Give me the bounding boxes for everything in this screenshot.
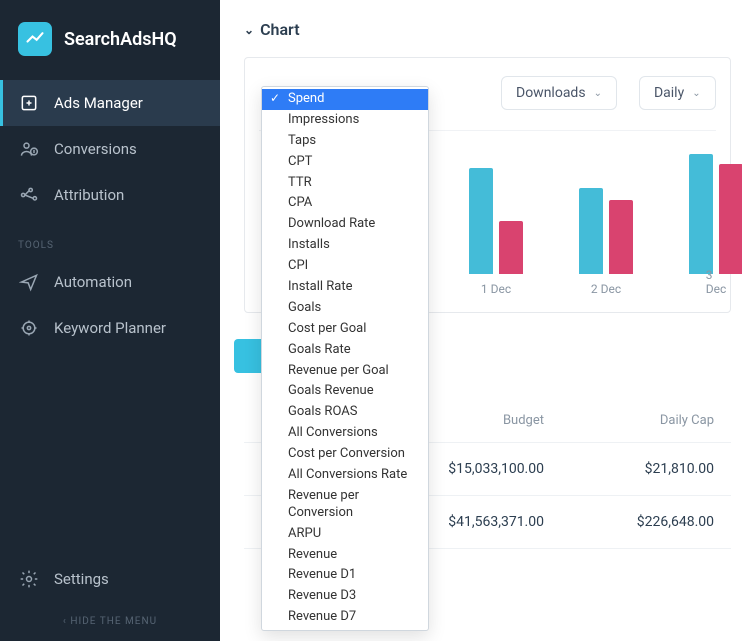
sidebar-item-keyword-planner[interactable]: Keyword Planner [0, 305, 220, 351]
dropdown-option[interactable]: CPT [262, 152, 428, 173]
dropdown-option[interactable]: Download Rate [262, 214, 428, 235]
dropdown-option[interactable]: All Conversions Rate [262, 465, 428, 486]
dropdown-option[interactable]: Revenue per Conversion [262, 486, 428, 524]
chart-bar [469, 168, 493, 274]
dropdown-option[interactable]: Installs [262, 235, 428, 256]
target-icon [18, 317, 40, 339]
users-dollar-icon [18, 138, 40, 160]
dropdown-option[interactable]: Cost per Goal [262, 319, 428, 340]
dropdown-option[interactable]: Goals Revenue [262, 381, 428, 402]
sidebar-item-ads-manager[interactable]: Ads Manager [0, 80, 220, 126]
dropdown-label: Daily [654, 85, 684, 101]
chart-bar [689, 154, 713, 274]
x-axis-label: 3 Dec [706, 268, 727, 296]
bar-group [469, 168, 523, 274]
plus-box-icon [18, 92, 40, 114]
dropdown-option[interactable]: Revenue D1 [262, 565, 428, 586]
brand-icon [18, 22, 52, 56]
x-axis-label: 2 Dec [591, 282, 621, 296]
dropdown-option[interactable]: Impressions [262, 110, 428, 131]
dropdown-option[interactable]: All Conversions [262, 423, 428, 444]
dropdown-option[interactable]: Cost per Conversion [262, 444, 428, 465]
cell-dailycap: $21,810.00 [544, 461, 714, 477]
x-axis-label: 1 Dec [481, 282, 511, 296]
dropdown-option[interactable]: Install Rate [262, 277, 428, 298]
sidebar-item-label: Conversions [54, 140, 137, 158]
dropdown-option[interactable]: CPA [262, 193, 428, 214]
dropdown-option[interactable]: Spend [262, 89, 428, 110]
brand-logo: SearchAdsHQ [0, 0, 220, 80]
chevron-down-icon: ⌄ [594, 88, 602, 99]
dropdown-option[interactable]: CPI [262, 256, 428, 277]
dropdown-option[interactable]: Revenue [262, 545, 428, 566]
hide-menu-button[interactable]: ‹ HIDE THE MENU [0, 602, 220, 641]
nodes-icon [18, 184, 40, 206]
sidebar-item-attribution[interactable]: Attribution [0, 172, 220, 218]
sidebar-item-settings[interactable]: Settings [0, 556, 220, 602]
chart-bar [609, 200, 633, 274]
dropdown-option[interactable]: Revenue D3 [262, 586, 428, 607]
dropdown-option[interactable]: Goals ROAS [262, 402, 428, 423]
bar-group [689, 154, 742, 274]
gear-icon [18, 568, 40, 590]
sidebar-item-label: Keyword Planner [54, 319, 166, 337]
dropdown-option[interactable]: Revenue D14 [262, 628, 428, 631]
freq-dropdown[interactable]: Daily ⌄ [639, 76, 716, 110]
dropdown-option[interactable]: Goals Rate [262, 340, 428, 361]
paper-plane-icon [18, 271, 40, 293]
sidebar-item-label: Ads Manager [54, 94, 143, 112]
secondary-metric-dropdown[interactable]: Downloads ⌄ [501, 76, 617, 110]
dropdown-option[interactable]: Revenue D7 [262, 607, 428, 628]
chevron-down-icon: ⌄ [692, 88, 700, 99]
chart-section-toggle[interactable]: ⌄ Chart [220, 0, 742, 47]
chart-bar [719, 164, 742, 274]
sidebar-item-automation[interactable]: Automation [0, 259, 220, 305]
dropdown-option[interactable]: Taps [262, 131, 428, 152]
chart-bar [579, 188, 603, 274]
dropdown-option[interactable]: Revenue per Goal [262, 361, 428, 382]
chevron-down-icon: ⌄ [244, 23, 254, 37]
bar-group [579, 188, 633, 274]
sidebar-item-conversions[interactable]: Conversions [0, 126, 220, 172]
tools-section-label: TOOLS [0, 218, 220, 259]
sidebar-item-label: Automation [54, 273, 132, 291]
main-content: ⌄ Chart Downloads ⌄ Daily ⌄ 1 Dec 2 Dec 3 … [220, 0, 742, 641]
dropdown-option[interactable]: TTR [262, 173, 428, 194]
dropdown-option[interactable]: ARPU [262, 524, 428, 545]
sidebar-item-label: Attribution [54, 186, 124, 204]
metric-dropdown-menu: SpendImpressionsTapsCPTTTRCPADownload Ra… [261, 86, 429, 631]
sidebar: SearchAdsHQ Ads Manager Conversions Attr… [0, 0, 220, 641]
dropdown-label: Downloads [516, 85, 586, 101]
cell-dailycap: $226,648.00 [544, 514, 714, 530]
col-dailycap-header[interactable]: Daily Cap [544, 413, 714, 428]
brand-name: SearchAdsHQ [64, 29, 177, 50]
chart-section-title: Chart [260, 20, 300, 39]
dropdown-option[interactable]: Goals [262, 298, 428, 319]
chart-bar [499, 221, 523, 274]
sidebar-item-label: Settings [54, 570, 109, 588]
